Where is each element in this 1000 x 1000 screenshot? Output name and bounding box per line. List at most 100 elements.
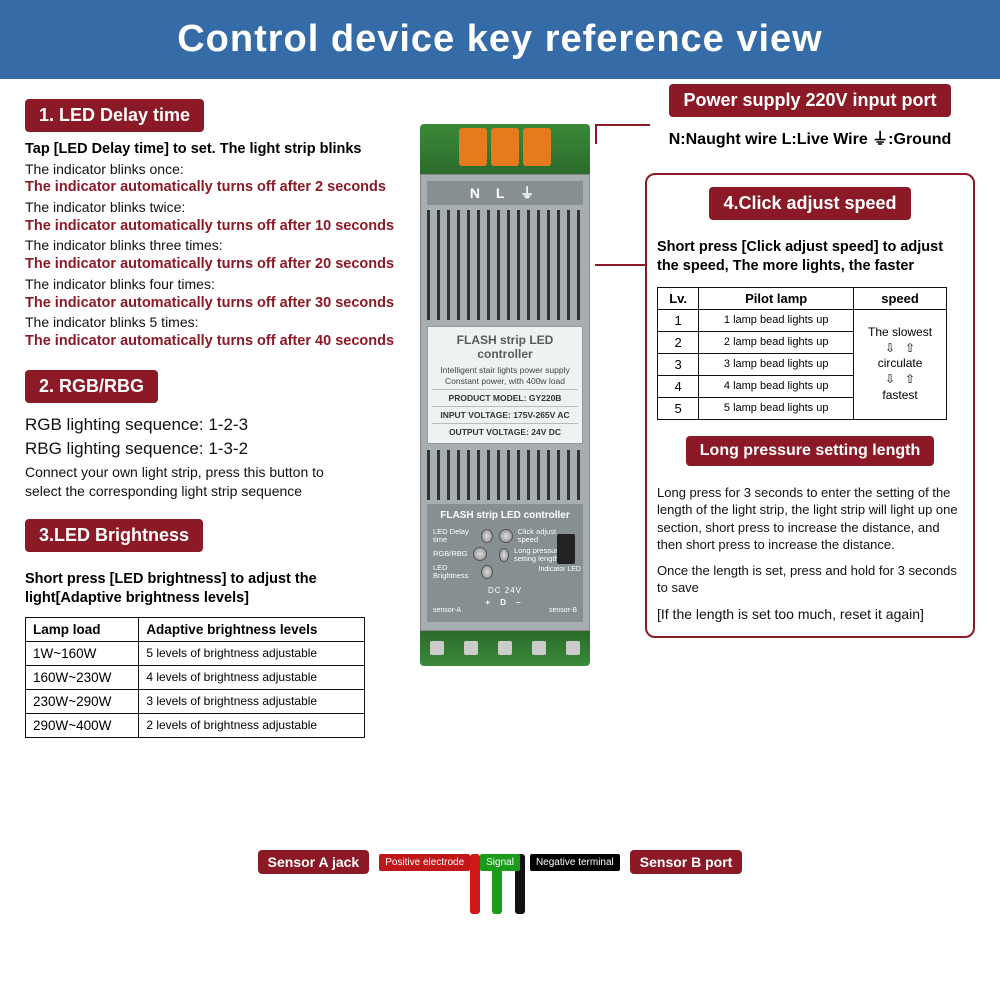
badge-5: Long pressure setting length: [686, 436, 934, 466]
device-body: N L ⏚ FLASH strip LED controller Intelli…: [420, 174, 590, 631]
st-r5c2: 5 lamp bead lights up: [699, 397, 854, 419]
knob-3: [481, 565, 493, 579]
st-r4c1: 4: [658, 375, 699, 397]
sec1-intro: Tap [LED Delay time] to set. The light s…: [25, 140, 405, 160]
indicator-led: [557, 534, 575, 564]
bt-h0: Lamp load: [26, 617, 139, 641]
blink-result: The indicator automatically turns off af…: [25, 255, 405, 275]
st-r2c2: 2 lamp bead lights up: [699, 331, 854, 353]
blink-result: The indicator automatically turns off af…: [25, 294, 405, 314]
sec2-desc: Connect your own light strip, press this…: [25, 463, 335, 501]
badge-power: Power supply 220V input port: [669, 84, 950, 117]
ind-lbl: Indicator LED: [539, 566, 581, 573]
fsc-label: FLASH strip LED controller: [433, 510, 577, 521]
badge-positive: Positive electrode: [379, 854, 470, 871]
blink-result: The indicator automatically turns off af…: [25, 332, 405, 352]
rgb-seq: RGB lighting sequence: 1-2-3: [25, 415, 405, 435]
st-h1: Pilot lamp: [699, 287, 854, 309]
sec5-p1: Long press for 3 seconds to enter the se…: [657, 484, 963, 554]
knob-1: [481, 529, 493, 543]
sec3-desc: Short press [LED brightness] to adjust t…: [25, 570, 345, 609]
right-column: Power supply 220V input port N:Naught wi…: [645, 84, 975, 638]
st-r1c2: 1 lamp bead lights up: [699, 309, 854, 331]
badge-1: 1. LED Delay time: [25, 99, 204, 132]
rbg-seq: RBG lighting sequence: 1-3-2: [25, 439, 405, 459]
blink-result: The indicator automatically turns off af…: [25, 178, 405, 198]
sb-lbl: sensor-B: [549, 607, 577, 614]
nlg-label: N L ⏚: [427, 181, 583, 205]
dc-lbl: DC 24V: [433, 586, 577, 595]
right-box: 4.Click adjust speed Short press [Click …: [645, 173, 975, 638]
bt-h1: Adaptive brightness levels: [139, 617, 365, 641]
bt-cell: 5 levels of brightness adjustable: [139, 641, 365, 665]
speed-top: The slowest: [860, 325, 940, 341]
st-r3c1: 3: [658, 353, 699, 375]
sec5-p3: [If the length is set too much, reset it…: [657, 605, 963, 624]
line-power-v: [595, 124, 597, 144]
arrows-2: ⇩ ⇧: [860, 372, 940, 388]
blink-cond: The indicator blinks once:: [25, 160, 405, 179]
section-brightness: 3.LED Brightness Short press [LED bright…: [25, 519, 405, 738]
blink-cond: The indicator blinks three times:: [25, 236, 405, 255]
st-r4c2: 4 lamp bead lights up: [699, 375, 854, 397]
btn-lbl-1: LED Delay time: [433, 528, 476, 544]
bt-cell: 160W~230W: [26, 665, 139, 689]
section-rgb: 2. RGB/RBG RGB lighting sequence: 1-2-3 …: [25, 370, 405, 501]
section-led-delay: 1. LED Delay time Tap [LED Delay time] t…: [25, 99, 405, 352]
bt-cell: 4 levels of brightness adjustable: [139, 665, 365, 689]
model-val: GY220B: [529, 393, 562, 403]
sa-lbl: sensor-A: [433, 607, 461, 614]
st-h2: speed: [854, 287, 947, 309]
brightness-table: Lamp load Adaptive brightness levels 1W~…: [25, 617, 365, 738]
badge-sensor-a: Sensor A jack: [258, 850, 370, 874]
line-sec4: [595, 264, 645, 266]
badge-2: 2. RGB/RBG: [25, 370, 158, 403]
device-buttons-panel: FLASH strip LED controller LED Delay tim…: [427, 504, 583, 622]
bt-cell: 3 levels of brightness adjustable: [139, 689, 365, 713]
blink-result: The indicator automatically turns off af…: [25, 217, 405, 237]
bt-cell: 230W~290W: [26, 689, 139, 713]
bt-cell: 290W~400W: [26, 713, 139, 737]
blink-cond: The indicator blinks twice:: [25, 198, 405, 217]
arrows-1: ⇩ ⇧: [860, 341, 940, 357]
bottom-labels: Sensor A jack Positive electrode Signal …: [0, 850, 1000, 874]
device-feet: [420, 631, 590, 666]
st-r1c1: 1: [658, 309, 699, 331]
btn-lbl-2: RGB/RBG: [433, 550, 468, 558]
blink-cond: The indicator blinks 5 times:: [25, 313, 405, 332]
sec4-desc: Short press [Click adjust speed] to adju…: [657, 238, 963, 277]
speed-mid: circulate: [860, 356, 940, 372]
badge-3: 3.LED Brightness: [25, 519, 203, 552]
device-label-plate: FLASH strip LED controller Intelligent s…: [427, 326, 583, 444]
pdt-lbl: + D –: [433, 598, 577, 607]
bt-cell: 2 levels of brightness adjustable: [139, 713, 365, 737]
line-power: [595, 124, 650, 126]
inv-val: 175V-265V AC: [513, 410, 569, 420]
st-r2c1: 2: [658, 331, 699, 353]
badge-signal: Signal: [480, 854, 520, 871]
knob-2: [473, 547, 487, 561]
blink-cond: The indicator blinks four times:: [25, 275, 405, 294]
knob-5: [499, 548, 509, 562]
sec5-p2: Once the length is set, press and hold f…: [657, 562, 963, 597]
btn-lbl-3: LED Brightness: [433, 564, 476, 580]
outv-val: 24V DC: [531, 427, 561, 437]
model-lbl: PRODUCT MODEL:: [449, 393, 527, 403]
st-r5c1: 5: [658, 397, 699, 419]
st-h0: Lv.: [658, 287, 699, 309]
badge-negative: Negative terminal: [530, 854, 620, 871]
badge-4: 4.Click adjust speed: [709, 187, 910, 220]
bt-cell: 1W~160W: [26, 641, 139, 665]
speed-table: Lv. Pilot lamp speed 11 lamp bead lights…: [657, 287, 947, 420]
device-illustration: N L ⏚ FLASH strip LED controller Intelli…: [420, 124, 590, 666]
device-terminals: [420, 124, 590, 174]
content-area: 1. LED Delay time Tap [LED Delay time] t…: [0, 79, 1000, 109]
dev-sub: Intelligent stair lights power supply Co…: [432, 365, 578, 386]
vent-top: [427, 210, 583, 320]
speed-bot: fastest: [860, 388, 940, 404]
page-header: Control device key reference view: [0, 0, 1000, 79]
power-legend: N:Naught wire L:Live Wire ⏚:Ground: [645, 129, 975, 151]
left-column: 1. LED Delay time Tap [LED Delay time] t…: [25, 99, 405, 756]
badge-sensor-b: Sensor B port: [630, 850, 743, 874]
knob-4: [499, 529, 513, 543]
